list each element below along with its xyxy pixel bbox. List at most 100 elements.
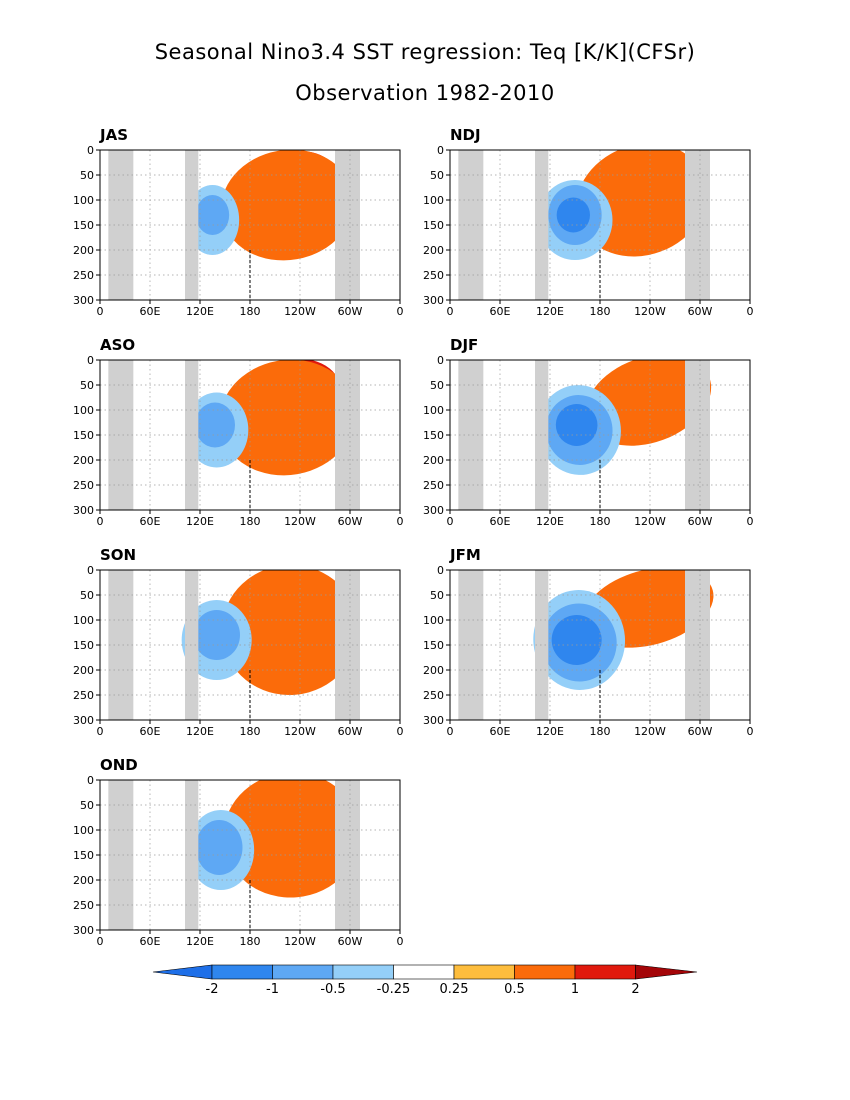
contour-fill (221, 150, 354, 261)
y-tick-label: 300 (73, 504, 94, 517)
x-tick-label: 0 (447, 305, 454, 318)
x-tick-label: 120E (536, 725, 564, 738)
land-mask (185, 780, 199, 930)
x-tick-label: 60W (688, 305, 713, 318)
y-tick-label: 250 (73, 689, 94, 702)
x-tick-label: 180 (590, 725, 611, 738)
land-mask (108, 360, 134, 510)
y-tick-label: 100 (73, 614, 94, 627)
y-tick-label: 300 (73, 924, 94, 937)
contour-fill (195, 820, 243, 875)
colorbar-segment (514, 964, 576, 980)
x-tick-label: 120E (536, 515, 564, 528)
y-tick-label: 100 (73, 404, 94, 417)
y-tick-label: 250 (423, 689, 444, 702)
x-tick-label: 120W (634, 515, 666, 528)
panel-label: NDJ (450, 126, 481, 144)
x-tick-label: 120W (634, 305, 666, 318)
y-tick-label: 0 (437, 564, 444, 577)
x-tick-label: 60E (140, 305, 161, 318)
y-tick-label: 100 (423, 194, 444, 207)
x-tick-label: 60E (490, 725, 511, 738)
y-tick-label: 50 (80, 589, 94, 602)
x-tick-label: 0 (747, 515, 754, 528)
land-mask (535, 570, 549, 720)
chart-title: Seasonal Nino3.4 SST regression: Teq [K/… (154, 40, 696, 64)
panel-label: DJF (450, 336, 479, 354)
land-mask (185, 570, 199, 720)
y-tick-label: 100 (423, 404, 444, 417)
y-tick-label: 200 (73, 454, 94, 467)
colorbar-label: 1 (571, 982, 579, 997)
x-tick-label: 0 (747, 725, 754, 738)
y-tick-label: 50 (430, 589, 444, 602)
x-tick-label: 120W (284, 305, 316, 318)
colorbar: -2 -1 -0.5 -0.25 0.25 0.5 1 2 (152, 964, 698, 997)
x-tick-label: 60E (140, 935, 161, 948)
x-tick-label: 60W (688, 515, 713, 528)
x-tick-label: 0 (97, 305, 104, 318)
x-tick-label: 120E (186, 515, 214, 528)
x-tick-label: 0 (397, 935, 404, 948)
x-tick-label: 0 (747, 305, 754, 318)
x-tick-label: 60E (140, 725, 161, 738)
y-tick-label: 150 (73, 429, 94, 442)
x-tick-label: 60E (140, 515, 161, 528)
land-mask (108, 570, 134, 720)
y-tick-label: 250 (423, 479, 444, 492)
land-mask (458, 360, 484, 510)
y-tick-label: 300 (423, 294, 444, 307)
land-mask (108, 780, 134, 930)
colorbar-segment (393, 964, 455, 980)
colorbar-segment (272, 964, 334, 980)
x-tick-label: 60W (338, 515, 363, 528)
y-tick-label: 0 (437, 354, 444, 367)
y-tick-label: 0 (87, 564, 94, 577)
x-tick-label: 0 (447, 515, 454, 528)
x-tick-label: 60E (490, 305, 511, 318)
colorbar-segment (332, 964, 394, 980)
land-mask (535, 150, 549, 300)
colorbar-label: -1 (266, 982, 279, 997)
x-tick-label: 60W (338, 305, 363, 318)
x-tick-label: 0 (447, 725, 454, 738)
land-mask (535, 360, 549, 510)
contour-fill (221, 570, 359, 696)
x-tick-label: 180 (240, 305, 261, 318)
colorbar-label: -0.25 (377, 982, 411, 997)
panel-label: OND (100, 756, 138, 774)
land-mask (185, 360, 199, 510)
panel-label: ASO (100, 336, 136, 354)
heatmap-panel: 0 60E 120E 180 120W 60W 0 0 50 100 150 200 250 300 (73, 144, 404, 318)
x-tick-label: 0 (397, 305, 404, 318)
colorbar-label: 0.5 (504, 982, 525, 997)
y-tick-label: 0 (87, 774, 94, 787)
y-tick-label: 250 (73, 479, 94, 492)
y-tick-label: 200 (423, 454, 444, 467)
x-tick-label: 0 (397, 725, 404, 738)
heatmap-panel: 0 60E 120E 180 120W 60W 0 0 50 100 150 200 250 300 (423, 354, 754, 528)
x-tick-label: 0 (97, 935, 104, 948)
x-tick-label: 180 (590, 515, 611, 528)
y-tick-label: 50 (80, 169, 94, 182)
chart-subtitle: Observation 1982-2010 (295, 81, 555, 105)
colorbar-arrow-right (635, 964, 698, 980)
y-tick-label: 150 (423, 219, 444, 232)
heatmap-panel: 0 60E 120E 180 120W 60W 0 0 50 100 150 200 250 300 (73, 774, 404, 948)
y-tick-label: 200 (73, 874, 94, 887)
y-tick-label: 200 (423, 664, 444, 677)
y-tick-label: 50 (80, 379, 94, 392)
x-tick-label: 120W (634, 725, 666, 738)
y-tick-label: 300 (423, 504, 444, 517)
colorbar-segment (453, 964, 515, 980)
colorbar-label: 0.25 (440, 982, 469, 997)
x-tick-label: 120W (284, 935, 316, 948)
land-mask (108, 150, 134, 300)
x-tick-label: 120E (186, 305, 214, 318)
x-tick-label: 0 (97, 515, 104, 528)
y-tick-label: 250 (73, 269, 94, 282)
y-tick-label: 150 (73, 849, 94, 862)
heatmap-panel: 0 60E 120E 180 120W 60W 0 0 50 100 150 200 250 300 (423, 564, 754, 738)
x-tick-label: 180 (240, 515, 261, 528)
y-tick-label: 300 (73, 714, 94, 727)
